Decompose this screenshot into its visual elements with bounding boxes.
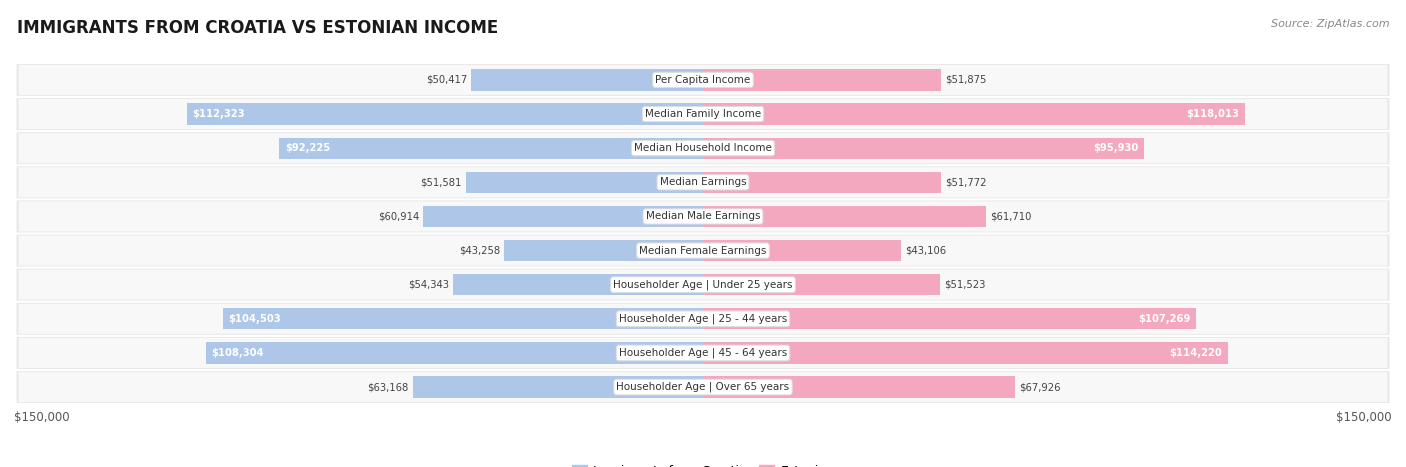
Text: Median Male Earnings: Median Male Earnings — [645, 212, 761, 221]
Text: $43,106: $43,106 — [905, 246, 946, 255]
Bar — [205, 342, 703, 363]
FancyBboxPatch shape — [18, 167, 1388, 198]
Bar — [703, 69, 941, 91]
Text: Source: ZipAtlas.com: Source: ZipAtlas.com — [1271, 19, 1389, 28]
Text: $118,013: $118,013 — [1187, 109, 1240, 119]
FancyBboxPatch shape — [17, 371, 1389, 403]
FancyBboxPatch shape — [18, 338, 1388, 368]
Text: $104,503: $104,503 — [229, 314, 281, 324]
Text: $50,417: $50,417 — [426, 75, 467, 85]
Bar — [703, 308, 1195, 329]
Bar — [423, 206, 703, 227]
Text: $114,220: $114,220 — [1170, 348, 1222, 358]
Text: $95,930: $95,930 — [1092, 143, 1137, 153]
Bar — [467, 172, 703, 193]
Text: Median Household Income: Median Household Income — [634, 143, 772, 153]
Text: $43,258: $43,258 — [460, 246, 501, 255]
Text: $63,168: $63,168 — [367, 382, 409, 392]
FancyBboxPatch shape — [18, 304, 1388, 334]
Bar — [703, 104, 1246, 125]
Bar — [280, 138, 703, 159]
FancyBboxPatch shape — [18, 65, 1388, 95]
Text: $51,523: $51,523 — [943, 280, 986, 290]
FancyBboxPatch shape — [18, 372, 1388, 402]
Text: $51,772: $51,772 — [945, 177, 987, 187]
Text: Median Family Income: Median Family Income — [645, 109, 761, 119]
FancyBboxPatch shape — [17, 166, 1389, 198]
Text: $51,581: $51,581 — [420, 177, 463, 187]
Bar — [187, 104, 703, 125]
Bar — [505, 240, 703, 261]
Bar — [453, 274, 703, 295]
Bar — [703, 172, 941, 193]
FancyBboxPatch shape — [18, 269, 1388, 300]
Bar — [224, 308, 703, 329]
Text: $51,875: $51,875 — [945, 75, 987, 85]
Text: Median Female Earnings: Median Female Earnings — [640, 246, 766, 255]
Bar — [413, 376, 703, 398]
Text: $54,343: $54,343 — [408, 280, 450, 290]
FancyBboxPatch shape — [18, 201, 1388, 232]
Bar — [703, 206, 987, 227]
FancyBboxPatch shape — [17, 234, 1389, 267]
Text: IMMIGRANTS FROM CROATIA VS ESTONIAN INCOME: IMMIGRANTS FROM CROATIA VS ESTONIAN INCO… — [17, 19, 498, 37]
Text: Median Earnings: Median Earnings — [659, 177, 747, 187]
FancyBboxPatch shape — [18, 133, 1388, 163]
Text: $150,000: $150,000 — [14, 411, 70, 424]
Bar — [703, 342, 1227, 363]
FancyBboxPatch shape — [17, 64, 1389, 96]
Text: Householder Age | Under 25 years: Householder Age | Under 25 years — [613, 279, 793, 290]
Text: Householder Age | 25 - 44 years: Householder Age | 25 - 44 years — [619, 313, 787, 324]
Text: Householder Age | 45 - 64 years: Householder Age | 45 - 64 years — [619, 348, 787, 358]
FancyBboxPatch shape — [17, 132, 1389, 164]
Text: $108,304: $108,304 — [211, 348, 264, 358]
Text: Householder Age | Over 65 years: Householder Age | Over 65 years — [616, 382, 790, 392]
FancyBboxPatch shape — [17, 98, 1389, 130]
Text: $61,710: $61,710 — [991, 212, 1032, 221]
Bar — [703, 240, 901, 261]
Text: $150,000: $150,000 — [1336, 411, 1392, 424]
FancyBboxPatch shape — [17, 303, 1389, 335]
FancyBboxPatch shape — [18, 235, 1388, 266]
Text: $67,926: $67,926 — [1019, 382, 1060, 392]
FancyBboxPatch shape — [17, 200, 1389, 233]
Bar — [471, 69, 703, 91]
Text: $107,269: $107,269 — [1137, 314, 1189, 324]
Legend: Immigrants from Croatia, Estonian: Immigrants from Croatia, Estonian — [567, 460, 839, 467]
FancyBboxPatch shape — [17, 269, 1389, 301]
Bar — [703, 138, 1143, 159]
Text: Per Capita Income: Per Capita Income — [655, 75, 751, 85]
Bar — [703, 274, 939, 295]
Text: $112,323: $112,323 — [193, 109, 245, 119]
Bar — [703, 376, 1015, 398]
Text: $60,914: $60,914 — [378, 212, 419, 221]
FancyBboxPatch shape — [18, 99, 1388, 129]
Text: $92,225: $92,225 — [285, 143, 330, 153]
FancyBboxPatch shape — [17, 337, 1389, 369]
